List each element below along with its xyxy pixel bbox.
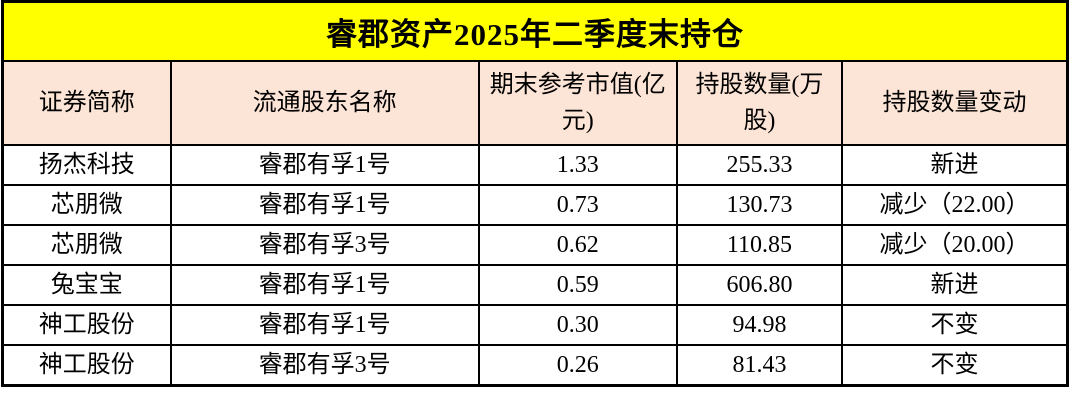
cell-share-change: 不变 — [840, 344, 1069, 387]
cell-security-name: 兔宝宝 — [1, 264, 172, 306]
cell-share-change: 新进 — [840, 144, 1069, 186]
cell-share-count: 255.33 — [675, 144, 843, 186]
cell-market-value: 0.62 — [477, 224, 678, 266]
cell-shareholder: 睿郡有孚1号 — [169, 304, 480, 346]
cell-share-count: 606.80 — [675, 264, 843, 306]
table-title: 睿郡资产2025年二季度末持仓 — [1, 0, 1069, 62]
cell-share-change: 不变 — [840, 304, 1069, 346]
title-row: 睿郡资产2025年二季度末持仓 — [1, 0, 1069, 62]
header-row: 证券简称 流通股东名称 期末参考市值(亿元) 持股数量(万股) 持股数量变动 — [1, 60, 1069, 146]
cell-share-count: 81.43 — [675, 344, 843, 387]
header-cell-shareholder: 流通股东名称 — [169, 60, 480, 146]
cell-share-count: 130.73 — [675, 184, 843, 226]
header-cell-security-name: 证券简称 — [1, 60, 172, 146]
cell-share-change: 减少（20.00） — [840, 224, 1069, 266]
cell-shareholder: 睿郡有孚1号 — [169, 264, 480, 306]
cell-share-change: 新进 — [840, 264, 1069, 306]
table-row: 兔宝宝 睿郡有孚1号 0.59 606.80 新进 — [1, 264, 1069, 306]
cell-security-name: 神工股份 — [1, 304, 172, 346]
cell-share-change: 减少（22.00） — [840, 184, 1069, 226]
cell-market-value: 0.30 — [477, 304, 678, 346]
table-row: 神工股份 睿郡有孚1号 0.30 94.98 不变 — [1, 304, 1069, 346]
holdings-table: 睿郡资产2025年二季度末持仓 证券简称 流通股东名称 期末参考市值(亿元) 持… — [1, 0, 1069, 387]
cell-security-name: 芯朋微 — [1, 224, 172, 266]
cell-security-name: 芯朋微 — [1, 184, 172, 226]
cell-market-value: 0.26 — [477, 344, 678, 387]
cell-security-name: 神工股份 — [1, 344, 172, 387]
cell-market-value: 0.59 — [477, 264, 678, 306]
cell-share-count: 110.85 — [675, 224, 843, 266]
cell-shareholder: 睿郡有孚3号 — [169, 224, 480, 266]
table-row: 扬杰科技 睿郡有孚1号 1.33 255.33 新进 — [1, 144, 1069, 186]
cell-share-count: 94.98 — [675, 304, 843, 346]
cell-market-value: 0.73 — [477, 184, 678, 226]
cell-shareholder: 睿郡有孚1号 — [169, 184, 480, 226]
table-row: 芯朋微 睿郡有孚1号 0.73 130.73 减少（22.00） — [1, 184, 1069, 226]
cell-security-name: 扬杰科技 — [1, 144, 172, 186]
table-row: 芯朋微 睿郡有孚3号 0.62 110.85 减少（20.00） — [1, 224, 1069, 266]
table-row: 神工股份 睿郡有孚3号 0.26 81.43 不变 — [1, 344, 1069, 387]
header-cell-share-change: 持股数量变动 — [840, 60, 1069, 146]
header-cell-share-count: 持股数量(万股) — [675, 60, 843, 146]
cell-shareholder: 睿郡有孚3号 — [169, 344, 480, 387]
cell-shareholder: 睿郡有孚1号 — [169, 144, 480, 186]
cell-market-value: 1.33 — [477, 144, 678, 186]
header-cell-market-value: 期末参考市值(亿元) — [477, 60, 678, 146]
